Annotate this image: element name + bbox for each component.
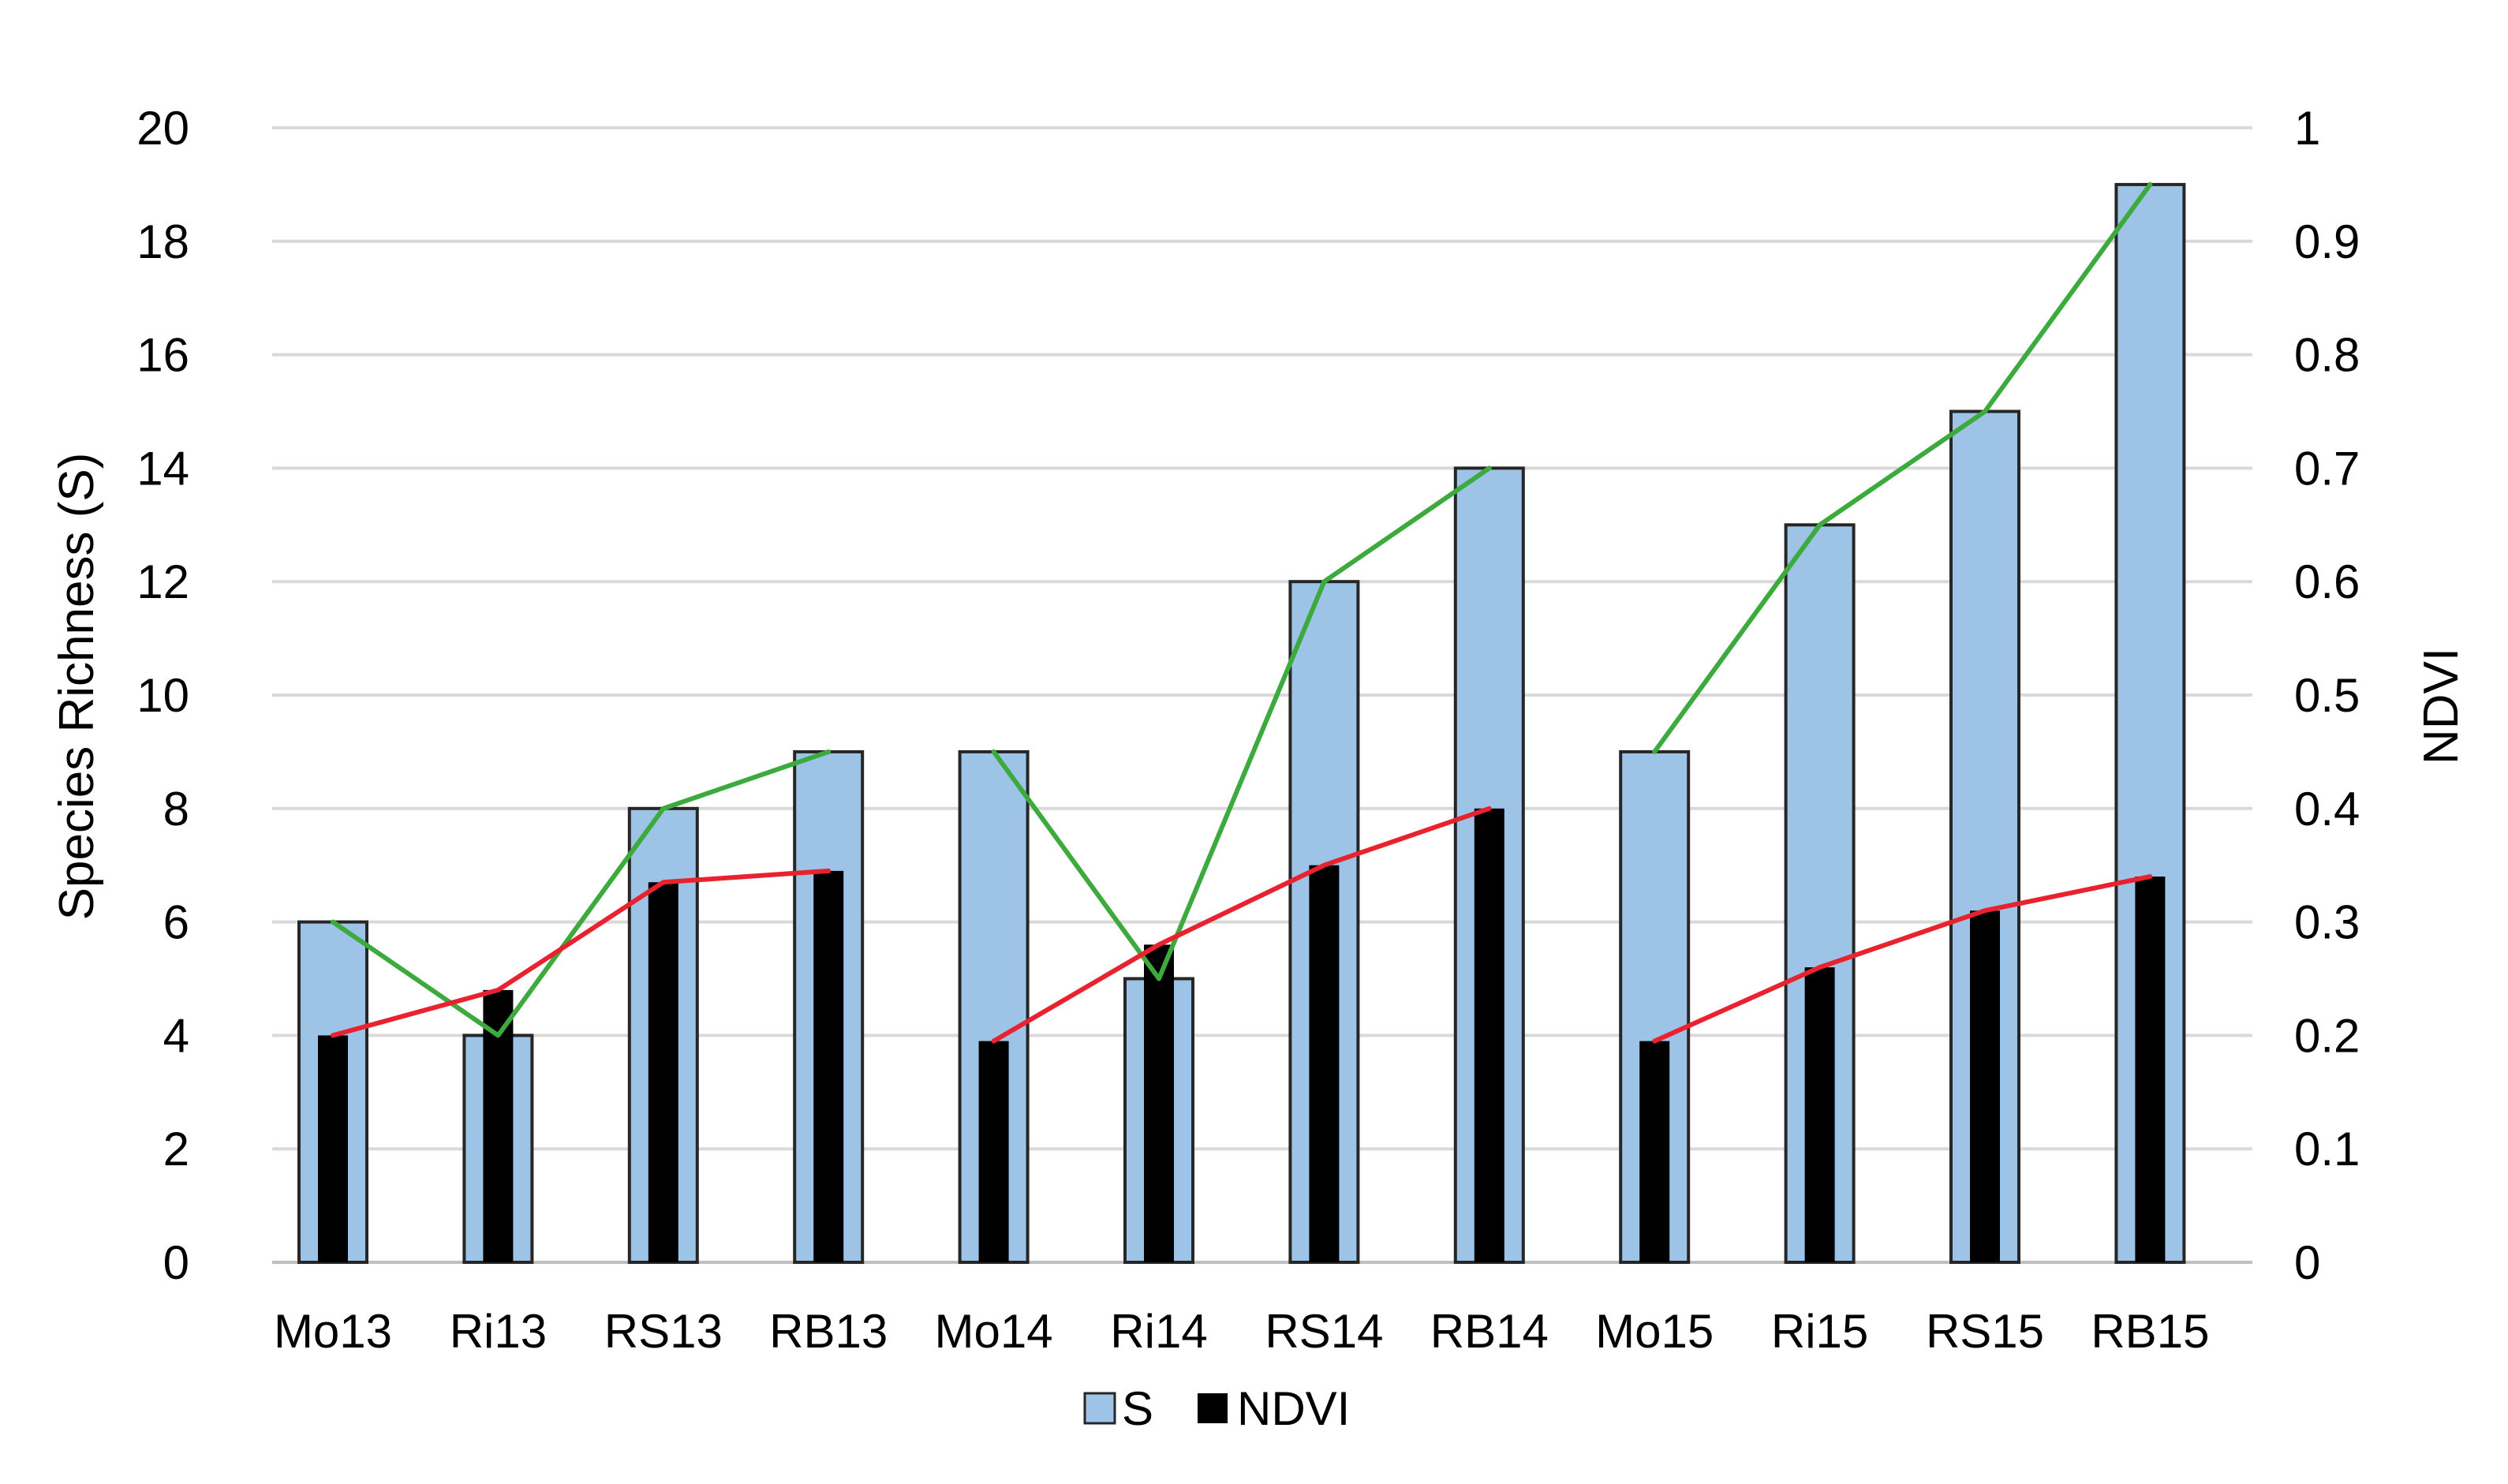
x-tick-label: RS13 bbox=[604, 1305, 723, 1358]
y-tick-label: 2 bbox=[163, 1123, 189, 1176]
y-tick-label: 12 bbox=[136, 555, 189, 608]
y2-tick-label: 0.2 bbox=[2294, 1009, 2360, 1062]
y2-tick-label: 1 bbox=[2294, 102, 2320, 155]
trend-line-s bbox=[331, 749, 832, 1038]
y2-tick-label: 0 bbox=[2294, 1236, 2320, 1289]
y-tick-label: 18 bbox=[136, 215, 189, 268]
bar-ndvi bbox=[813, 870, 844, 1262]
legend-swatch-s bbox=[1083, 1392, 1116, 1425]
y-tick-label: 14 bbox=[136, 442, 189, 495]
legend-label-s: S bbox=[1122, 1382, 1153, 1435]
y2-tick-label: 0.4 bbox=[2294, 783, 2360, 835]
y2-tick-label: 0.9 bbox=[2294, 215, 2360, 268]
trend-line-ndvi bbox=[991, 806, 1492, 1044]
y2-tick-label: 0.3 bbox=[2294, 896, 2360, 949]
x-tick-label: RB15 bbox=[2091, 1305, 2209, 1358]
x-axis-ticks: Mo13 Ri13 RS13 RB13 Mo14 Ri14 RS14 RB14 Mo15 Ri15… bbox=[274, 1305, 2209, 1358]
trend-line-ndvi bbox=[1652, 874, 2153, 1044]
bars-s bbox=[297, 182, 2186, 1265]
bar-ndvi bbox=[1474, 808, 1504, 1262]
x-tick-label: Ri15 bbox=[1771, 1305, 1868, 1358]
y2-axis-title: NDVI bbox=[2414, 648, 2469, 764]
y-tick-label: 4 bbox=[163, 1009, 189, 1062]
y-tick-label: 0 bbox=[163, 1236, 189, 1289]
trend-line-s bbox=[1652, 181, 2153, 754]
y2-axis-ticks: 0 0.1 0.2 0.3 0.4 0.5 0.6 0.7 0.8 0.9 1 bbox=[2294, 102, 2360, 1289]
x-tick-label: Ri13 bbox=[450, 1305, 547, 1358]
y-axis-ticks: 0 2 4 6 8 10 12 14 16 18 20 bbox=[136, 102, 189, 1289]
y-tick-label: 16 bbox=[136, 329, 189, 382]
x-tick-label: RS14 bbox=[1265, 1305, 1383, 1358]
trend-line-s bbox=[991, 465, 1492, 981]
y-tick-label: 10 bbox=[136, 669, 189, 722]
y-axis-title: Species Richness (S) bbox=[50, 453, 104, 921]
x-tick-label: RB14 bbox=[1430, 1305, 1549, 1358]
bar-ndvi bbox=[1639, 1041, 1670, 1262]
x-tick-label: Mo14 bbox=[935, 1305, 1053, 1358]
legend-swatch-ndvi bbox=[1198, 1393, 1228, 1423]
bar-ndvi bbox=[1144, 944, 1174, 1262]
bar-ndvi bbox=[1804, 967, 1835, 1262]
y-tick-label: 20 bbox=[136, 102, 189, 155]
y2-tick-label: 0.1 bbox=[2294, 1123, 2360, 1176]
trend-line-ndvi bbox=[331, 868, 832, 1038]
y2-tick-label: 0.5 bbox=[2294, 669, 2360, 722]
y2-tick-label: 0.7 bbox=[2294, 442, 2360, 495]
gridlines bbox=[272, 126, 2252, 1264]
bar-ndvi bbox=[648, 882, 678, 1262]
x-tick-label: Mo15 bbox=[1595, 1305, 1714, 1358]
x-tick-label: RB13 bbox=[769, 1305, 888, 1358]
y2-tick-label: 0.6 bbox=[2294, 555, 2360, 608]
y-tick-label: 6 bbox=[163, 896, 189, 949]
y2-tick-label: 0.8 bbox=[2294, 329, 2360, 382]
legend-label-ndvi: NDVI bbox=[1237, 1382, 1350, 1435]
bar-ndvi bbox=[318, 1035, 348, 1262]
bar-ndvi bbox=[978, 1041, 1009, 1262]
bar-ndvi bbox=[2135, 877, 2166, 1262]
x-tick-label: Ri14 bbox=[1110, 1305, 1207, 1358]
x-tick-label: RS15 bbox=[1926, 1305, 2044, 1358]
y-tick-label: 8 bbox=[163, 783, 189, 835]
bars-ndvi bbox=[318, 808, 2166, 1262]
bar-ndvi bbox=[1309, 865, 1340, 1262]
legend: S NDVI bbox=[1083, 1382, 1350, 1435]
trend-lines bbox=[331, 181, 2153, 1044]
bar-ndvi bbox=[1970, 910, 2000, 1262]
x-tick-label: Mo13 bbox=[274, 1305, 392, 1358]
